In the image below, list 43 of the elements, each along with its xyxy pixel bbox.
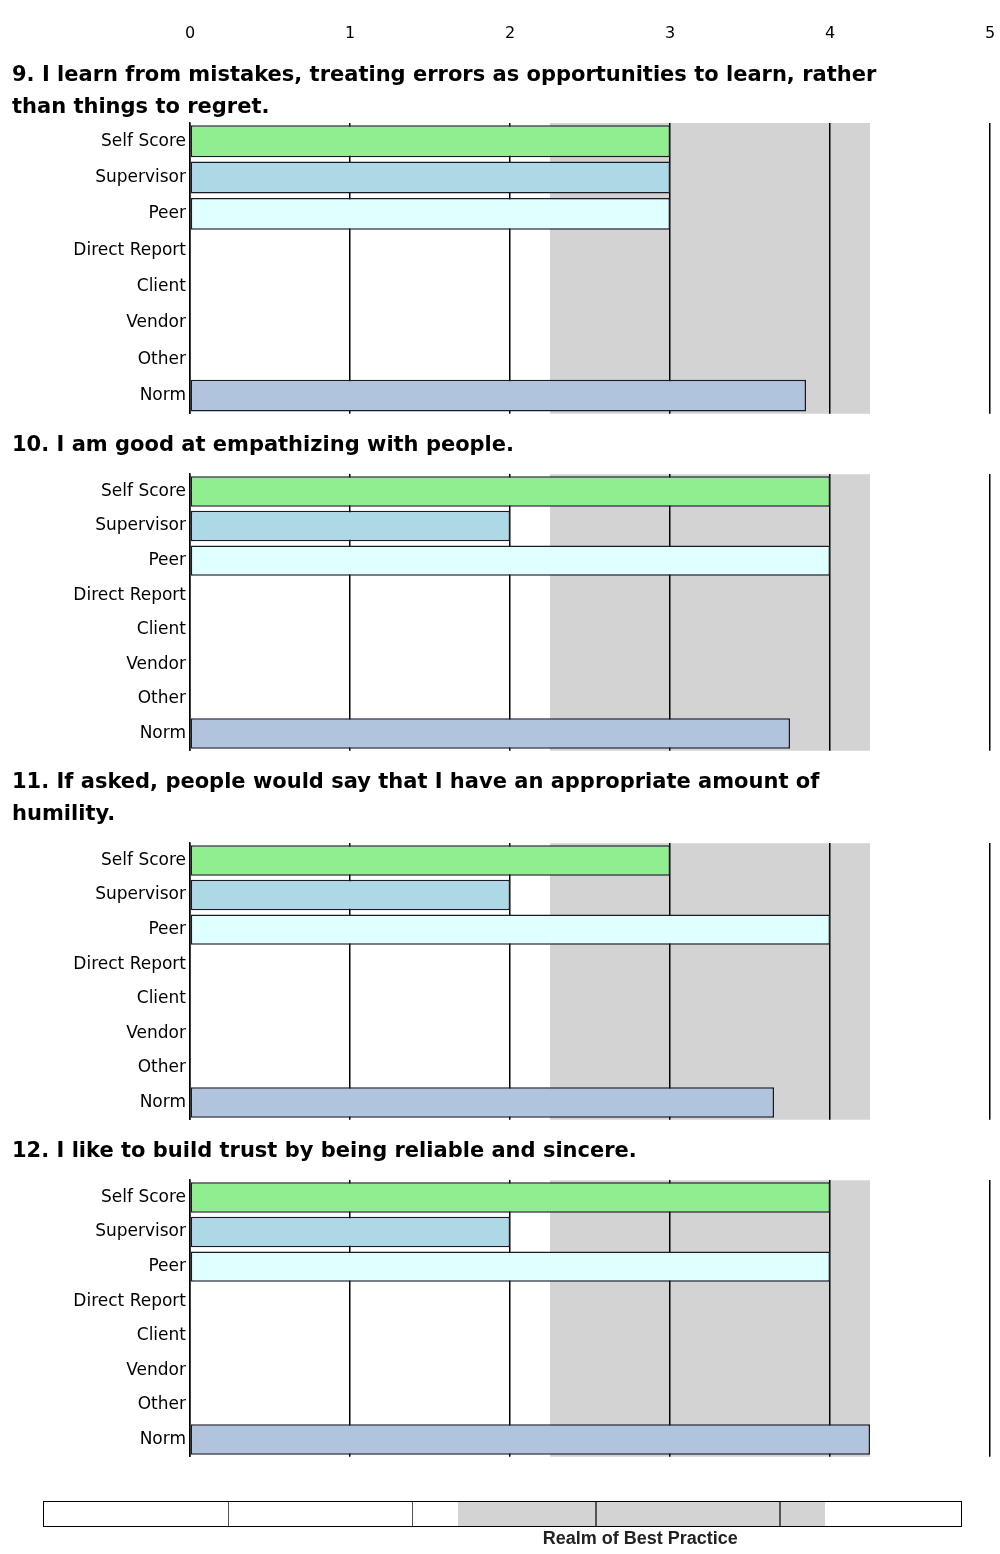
y-tick-label: Peer (148, 918, 186, 939)
y-tick-label: Direct Report (73, 952, 187, 973)
x-tick-label: 5 (984, 22, 996, 42)
y-tick-label: Self Score (101, 129, 186, 150)
y-tick-label: Vendor (126, 311, 186, 332)
y-tick-label: Direct Report (73, 238, 187, 259)
y-tick-label: Norm (139, 721, 186, 742)
chart-title: 10. I am good at empathizing with people. (11, 431, 516, 458)
chart-title: 11. If asked, people would say that I have an appropriate amount of humility. (11, 768, 821, 827)
y-tick-label: Other (137, 687, 186, 708)
y-tick-label: Supervisor (95, 165, 186, 186)
chart-title: 9. I learn from mistakes, treating errors as opportunities to learn, rather than things to regret. (11, 61, 878, 120)
y-tick-label: Client (136, 618, 187, 639)
y-tick-label: Client (136, 1324, 187, 1345)
y-tick-label: Norm (139, 384, 186, 405)
chart-title: 12. I like to build trust by being reliable and sincere. (11, 1137, 638, 1164)
y-tick-label: Client (136, 987, 187, 1008)
x-tick-label: 4 (824, 22, 836, 42)
y-tick-label: Supervisor (95, 514, 186, 535)
y-tick-label: Self Score (101, 479, 186, 500)
y-tick-label: Norm (139, 1427, 186, 1448)
text: Realm of Best Practice (541, 1528, 739, 1549)
y-tick-label: Other (137, 347, 186, 368)
y-tick-label: Vendor (126, 1021, 186, 1042)
y-tick-label: Direct Report (73, 583, 187, 604)
y-tick-label: Supervisor (95, 1220, 186, 1241)
x-tick-label: 2 (504, 22, 516, 42)
y-tick-label: Direct Report (73, 1289, 187, 1310)
y-tick-label: Peer (148, 202, 186, 223)
x-tick-label: 3 (664, 22, 676, 42)
y-tick-label: Client (136, 275, 187, 295)
y-tick-label: Other (137, 1056, 186, 1077)
y-tick-label: Supervisor (95, 883, 186, 904)
y-tick-label: Other (137, 1393, 186, 1414)
x-tick-label: 0 (184, 22, 196, 42)
x-tick-label: 1 (344, 22, 356, 42)
y-tick-label: Self Score (101, 848, 186, 869)
y-tick-label: Norm (139, 1090, 186, 1111)
y-tick-label: Peer (148, 549, 186, 570)
y-tick-label: Peer (148, 1255, 186, 1276)
y-tick-label: Vendor (126, 652, 186, 673)
y-tick-label: Self Score (101, 1185, 186, 1206)
y-tick-label: Vendor (126, 1358, 186, 1379)
